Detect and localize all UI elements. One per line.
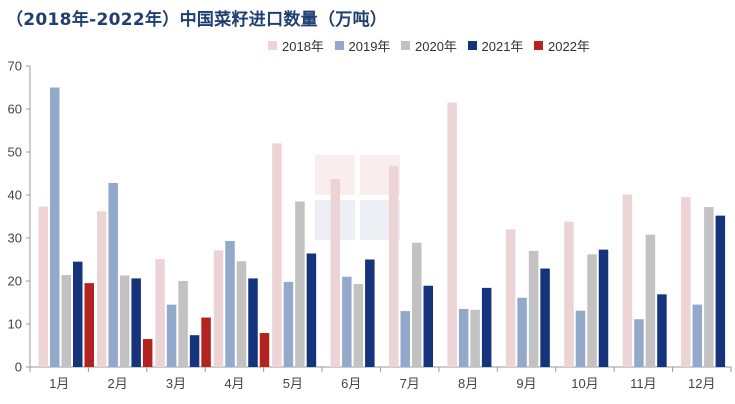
- y-tick-label: 50: [8, 145, 22, 160]
- bar-2020年-6月: [353, 284, 364, 367]
- bar-2020年-4月: [236, 261, 247, 367]
- legend-swatch: [334, 40, 344, 50]
- bar-2018年-12月: [681, 197, 691, 367]
- bar-2018年-5月: [272, 143, 282, 367]
- chart-legend: 2018年 2019年 2020年 2021年 2022年: [0, 36, 735, 56]
- bar-2019年-9月: [517, 297, 527, 367]
- bar-2019年-6月: [342, 276, 352, 367]
- y-tick-label: 30: [8, 231, 22, 246]
- bar-2021年-6月: [365, 259, 375, 367]
- y-tick-label: 70: [8, 59, 22, 74]
- bar-2019年-2月: [108, 182, 118, 367]
- bar-2021年-2月: [131, 278, 141, 367]
- bar-2018年-9月: [505, 229, 516, 367]
- bar-2020年-12月: [704, 207, 714, 367]
- bar-2019年-4月: [225, 241, 235, 367]
- bar-2021年-7月: [423, 285, 433, 367]
- bar-2019年-7月: [400, 311, 410, 367]
- legend-label: 2020年: [415, 38, 457, 54]
- legend-item: 2020年: [401, 36, 457, 54]
- bar-2021年-4月: [248, 278, 258, 367]
- bar-2018年-11月: [622, 194, 633, 367]
- x-tick-label: 3月: [166, 376, 186, 391]
- bar-2020年-10月: [587, 254, 597, 367]
- bar-2022年-3月: [201, 317, 211, 367]
- x-tick-label: 9月: [516, 376, 536, 391]
- bar-2022年-1月: [84, 283, 94, 367]
- bar-2020年-3月: [178, 281, 188, 367]
- bar-2018年-2月: [96, 211, 107, 367]
- bar-2018年-3月: [155, 259, 165, 367]
- legend-label: 2019年: [348, 38, 391, 54]
- bar-2019年-11月: [634, 319, 644, 367]
- y-tick-label: 60: [8, 102, 22, 117]
- x-tick-label: 12月: [688, 376, 715, 391]
- chart-title: （2018年-2022年）中国菜籽进口数量（万吨）: [6, 10, 388, 30]
- legend-label: 2022年: [548, 38, 590, 54]
- bar-2018年-8月: [447, 102, 457, 368]
- bar-2021年-3月: [189, 335, 200, 367]
- bar-2019年-3月: [166, 304, 177, 367]
- bar-2020年-5月: [295, 201, 305, 367]
- bar-2018年-6月: [330, 179, 341, 367]
- bar-2019年-8月: [458, 308, 469, 367]
- x-tick-label: 8月: [458, 376, 478, 391]
- bar-2020年-9月: [528, 250, 539, 367]
- y-tick-label: 0: [15, 360, 22, 375]
- legend-item: 2018年: [268, 36, 324, 54]
- bar-2019年-10月: [575, 310, 586, 367]
- x-tick-label: 5月: [283, 376, 303, 391]
- bar-2022年-4月: [259, 333, 270, 367]
- bar-2018年-4月: [213, 250, 224, 367]
- bar-2020年-2月: [119, 275, 130, 367]
- bar-2020年-8月: [470, 309, 480, 367]
- x-tick-label: 6月: [341, 376, 361, 391]
- bar-2019年-5月: [283, 281, 294, 367]
- bar-2020年-11月: [645, 234, 656, 367]
- bar-2019年-1月: [50, 87, 60, 367]
- bar-2018年-7月: [389, 165, 399, 367]
- bar-2018年-1月: [38, 206, 48, 367]
- legend-label: 2021年: [481, 38, 524, 54]
- bar-2018年-10月: [564, 221, 574, 367]
- bar-2020年-1月: [61, 274, 71, 367]
- legend-item: 2021年: [467, 36, 524, 54]
- bar-2020年-7月: [412, 242, 422, 367]
- y-tick-label: 10: [8, 317, 22, 332]
- legend-label: 2018年: [282, 38, 324, 54]
- legend-swatch: [401, 40, 410, 50]
- bar-2021年-12月: [715, 215, 726, 367]
- bar-2022年-2月: [142, 339, 153, 367]
- legend-swatch: [268, 40, 277, 50]
- bar-2019年-12月: [692, 304, 703, 367]
- bar-2021年-1月: [73, 261, 83, 367]
- x-tick-label: 7月: [400, 376, 420, 391]
- legend-swatch: [534, 40, 543, 50]
- y-tick-label: 20: [8, 274, 22, 289]
- bar-2021年-5月: [306, 253, 317, 367]
- x-tick-label: 4月: [224, 376, 244, 391]
- x-tick-label: 2月: [108, 376, 128, 391]
- bar-2021年-11月: [657, 294, 667, 367]
- legend-swatch: [467, 40, 477, 50]
- bar-2021年-10月: [598, 249, 609, 367]
- x-tick-label: 10月: [571, 376, 598, 391]
- x-tick-label: 11月: [630, 376, 657, 391]
- legend-item: 2019年: [334, 36, 391, 54]
- bar-2021年-9月: [540, 268, 550, 367]
- legend-item: 2022年: [534, 36, 590, 54]
- x-tick-label: 1月: [49, 376, 69, 391]
- bar-2021年-8月: [481, 287, 492, 367]
- y-tick-label: 40: [8, 188, 22, 203]
